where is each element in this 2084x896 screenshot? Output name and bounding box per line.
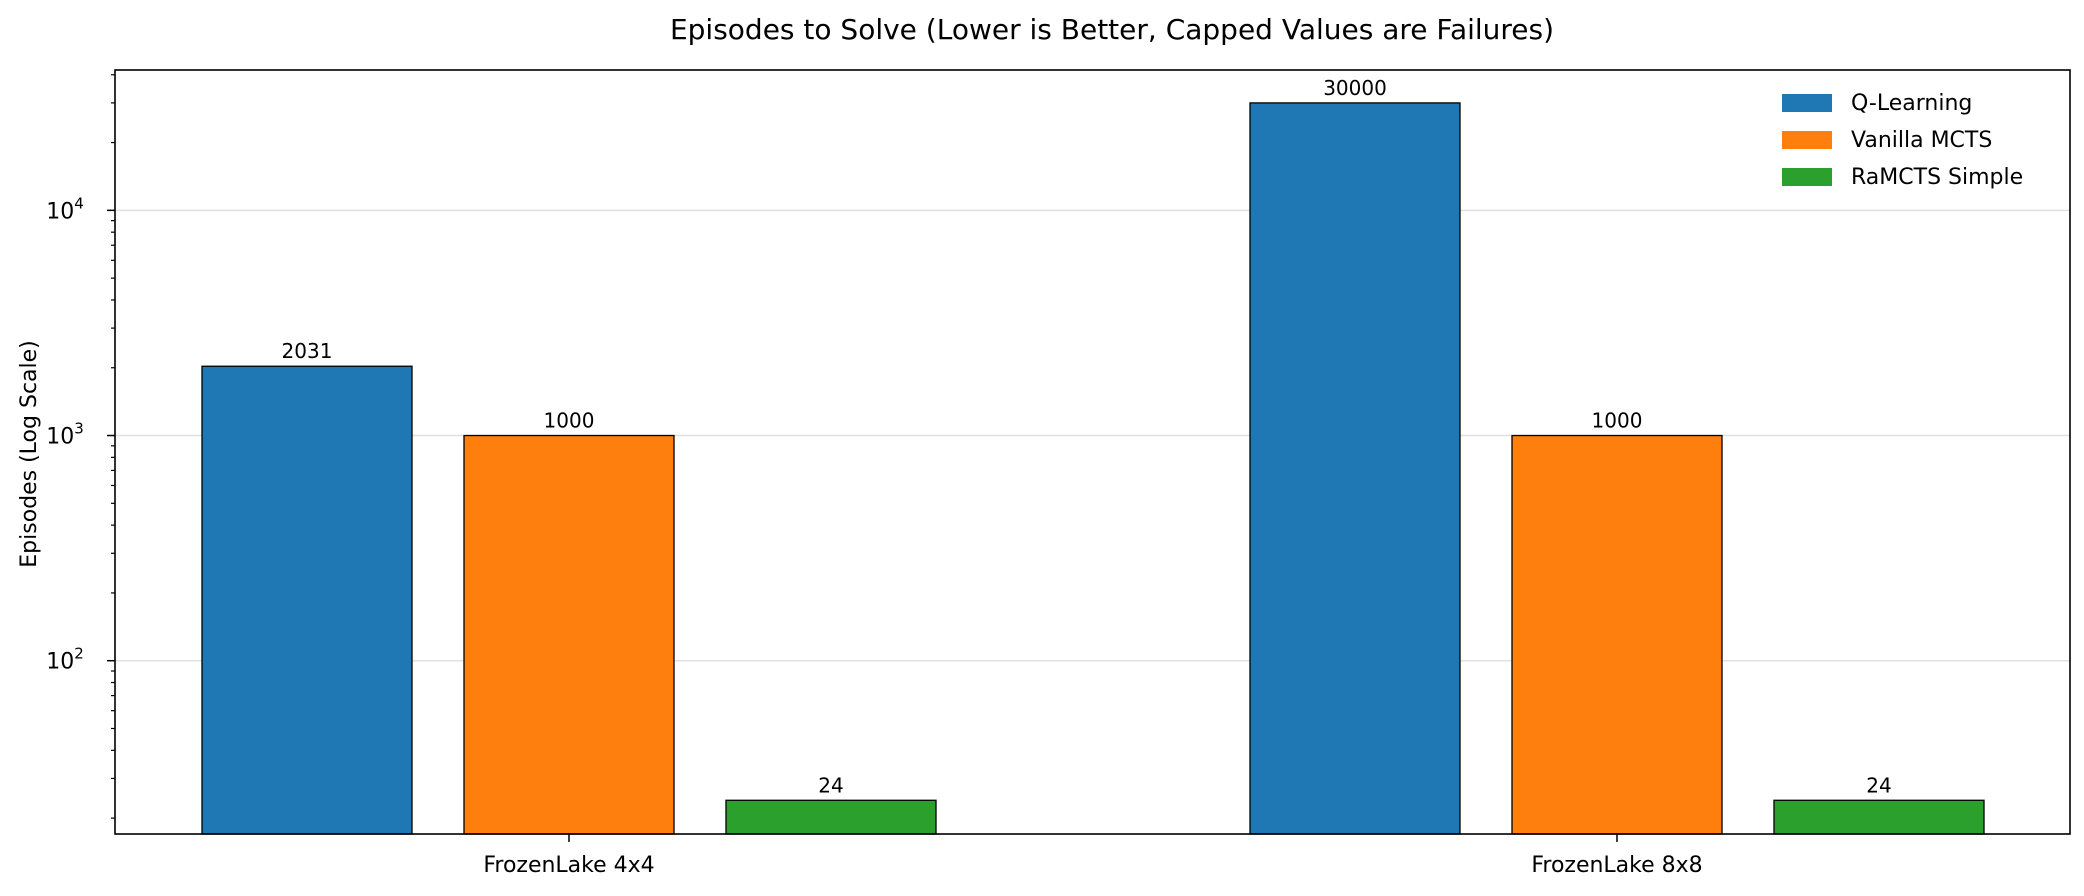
y-tick-label: 104 xyxy=(46,194,84,224)
bar-q-learning-1 xyxy=(201,365,413,835)
bar-ramcts-simple-2 xyxy=(1773,799,1985,835)
y-tick-label: 103 xyxy=(46,420,84,450)
bar-vanilla-mcts-1 xyxy=(463,434,675,835)
bar-value-label: 1000 xyxy=(544,409,595,433)
bar-ramcts-simple-1 xyxy=(725,799,937,835)
bar-vanilla-mcts-2 xyxy=(1511,434,1723,835)
y-axis-label: Episodes (Log Scale) xyxy=(17,340,42,568)
chart-title: Episodes to Solve (Lower is Better, Capp… xyxy=(670,13,1554,46)
bar-value-label: 24 xyxy=(1866,773,1891,797)
bar-q-learning-2 xyxy=(1249,102,1461,835)
legend-label: RaMCTS Simple xyxy=(1851,165,2023,190)
legend-label: Q-Learning xyxy=(1851,91,1972,116)
legend-label: Vanilla MCTS xyxy=(1851,128,1992,153)
legend-swatch xyxy=(1782,131,1832,149)
y-tick-label: 102 xyxy=(46,645,84,675)
legend-swatch xyxy=(1782,168,1832,186)
bar-value-label: 24 xyxy=(818,773,843,797)
bar-value-label: 30000 xyxy=(1323,76,1387,100)
plot-frame xyxy=(114,69,2071,835)
x-tick-label: FrozenLake 8x8 xyxy=(1531,853,1702,878)
bar-value-label: 1000 xyxy=(1592,409,1643,433)
x-tick-label: FrozenLake 4x4 xyxy=(483,853,654,878)
legend-swatch xyxy=(1782,94,1832,112)
bar-value-label: 2031 xyxy=(282,339,333,363)
